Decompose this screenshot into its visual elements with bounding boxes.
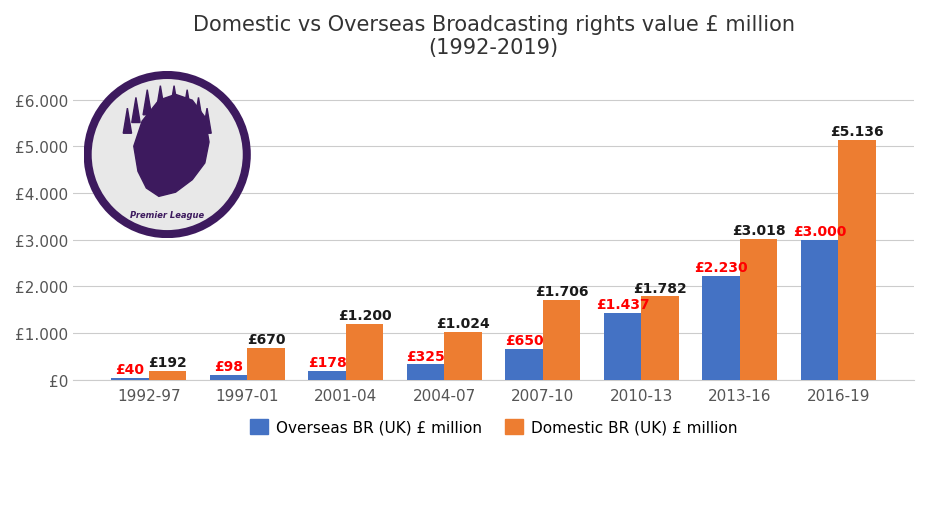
- Text: Premier League: Premier League: [130, 211, 204, 220]
- Bar: [345, 324, 383, 380]
- Text: £98: £98: [213, 359, 243, 374]
- Polygon shape: [183, 91, 191, 116]
- Text: £40: £40: [115, 362, 145, 376]
- Bar: [111, 378, 148, 380]
- Text: £1.782: £1.782: [633, 281, 686, 295]
- Text: £325: £325: [406, 349, 445, 363]
- Polygon shape: [156, 87, 164, 111]
- Legend: Overseas BR (UK) £ million, Domestic BR (UK) £ million: Overseas BR (UK) £ million, Domestic BR …: [243, 413, 742, 441]
- Bar: [640, 297, 678, 380]
- Text: £192: £192: [148, 355, 187, 369]
- Bar: [800, 240, 837, 380]
- Bar: [308, 372, 345, 380]
- Text: £178: £178: [307, 356, 346, 370]
- Bar: [148, 371, 186, 380]
- Text: £1.200: £1.200: [338, 308, 391, 322]
- Text: £5.136: £5.136: [830, 125, 883, 139]
- Bar: [837, 141, 875, 380]
- Bar: [702, 276, 739, 380]
- Text: £650: £650: [504, 334, 543, 348]
- Polygon shape: [123, 109, 132, 134]
- Polygon shape: [143, 91, 151, 116]
- Text: £670: £670: [247, 333, 285, 347]
- Polygon shape: [194, 98, 202, 123]
- Text: £1.706: £1.706: [535, 285, 587, 299]
- Text: £1.437: £1.437: [595, 297, 649, 311]
- Text: £2.230: £2.230: [693, 260, 747, 274]
- Bar: [444, 332, 482, 380]
- Circle shape: [90, 78, 244, 232]
- Bar: [603, 313, 640, 380]
- Bar: [542, 300, 580, 380]
- Polygon shape: [202, 109, 211, 134]
- Bar: [247, 349, 284, 380]
- Bar: [739, 239, 777, 380]
- Polygon shape: [134, 95, 209, 197]
- Title: Domestic vs Overseas Broadcasting rights value £ million
(1992-2019): Domestic vs Overseas Broadcasting rights…: [192, 15, 793, 58]
- Text: £3.018: £3.018: [731, 223, 784, 238]
- Bar: [406, 364, 444, 380]
- Text: £1.024: £1.024: [435, 316, 489, 330]
- Text: £3.000: £3.000: [793, 224, 845, 238]
- Bar: [210, 375, 247, 380]
- Bar: [505, 350, 542, 380]
- Polygon shape: [132, 98, 140, 123]
- Polygon shape: [170, 87, 178, 111]
